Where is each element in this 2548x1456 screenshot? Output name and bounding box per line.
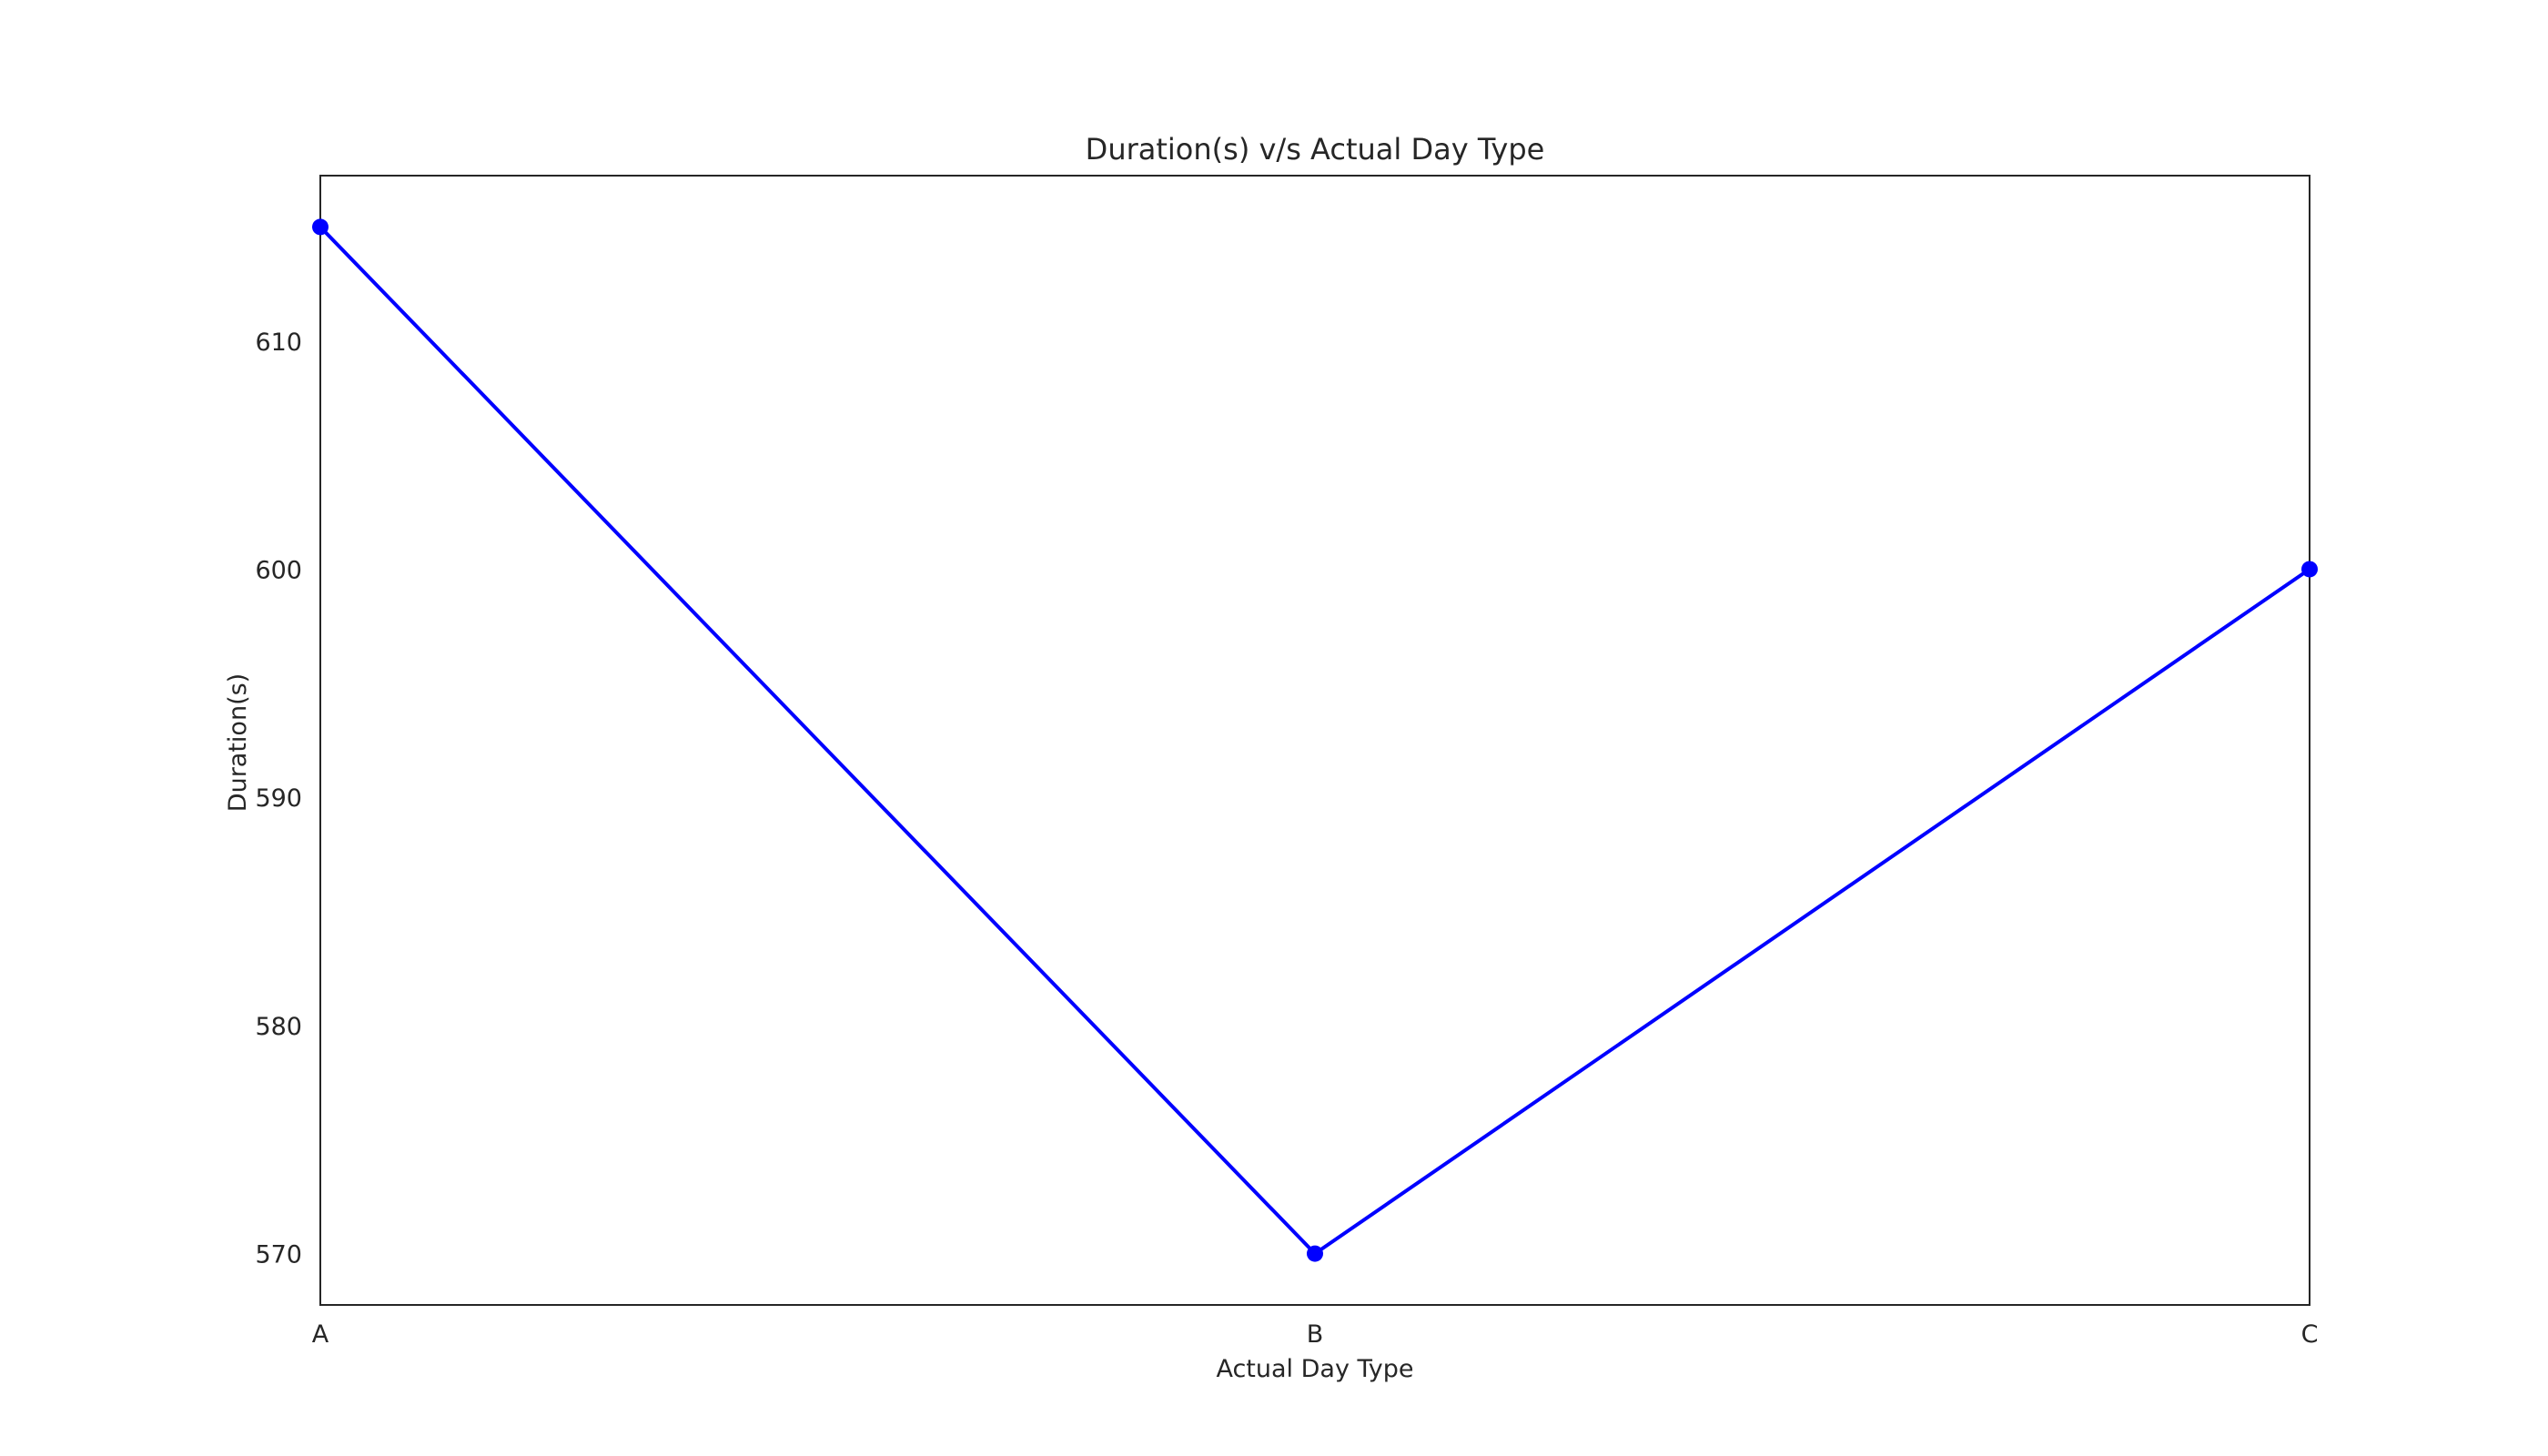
chart-title: Duration(s) v/s Actual Day Type: [1086, 132, 1545, 167]
y-axis-ticks: 570 580 590 600 610: [255, 329, 302, 1269]
y-tick-label: 600: [255, 556, 302, 584]
data-point-marker: [312, 218, 329, 236]
y-tick-label: 580: [255, 1013, 302, 1041]
x-axis-ticks: A B C: [312, 1320, 2319, 1349]
x-tick-label: A: [312, 1320, 329, 1349]
data-point-marker: [1307, 1245, 1323, 1262]
series-layer: [312, 218, 2318, 1262]
x-axis-label: Actual Day Type: [1216, 1355, 1413, 1383]
y-tick-label: 590: [255, 784, 302, 813]
y-tick-label: 610: [255, 329, 302, 357]
y-tick-label: 570: [255, 1241, 302, 1269]
x-tick-label: B: [1307, 1320, 1324, 1349]
x-tick-label: C: [2301, 1320, 2319, 1349]
plot-area-frame: [319, 175, 2310, 1306]
data-point-marker: [2301, 561, 2318, 578]
y-axis-label: Duration(s): [224, 673, 252, 812]
